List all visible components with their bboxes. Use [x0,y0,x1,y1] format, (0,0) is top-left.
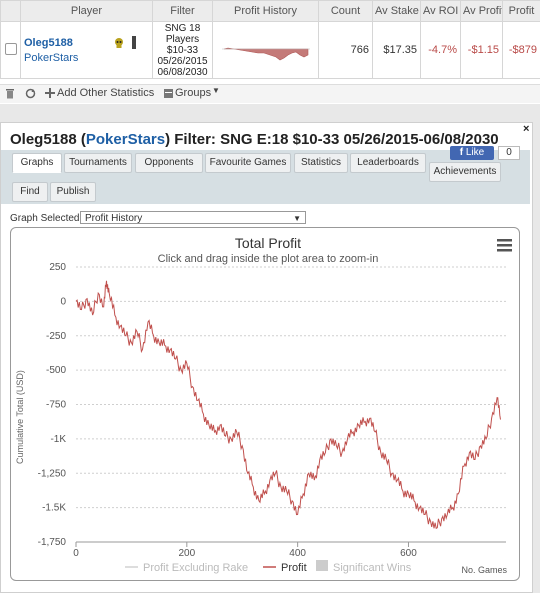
stats-table: Player Filter Profit History Count Av St… [0,0,540,79]
tab-tournaments[interactable]: Tournaments [64,153,132,173]
x-tick-label: 600 [400,548,417,559]
table-toolbar: Add Other Statistics Groups ▼ [0,84,540,103]
total-profit-chart[interactable]: Total Profit Click and drag inside the p… [10,227,518,579]
menu-icon[interactable] [497,239,512,252]
av-profit-cell: -$1.15 [461,22,503,79]
groups-button[interactable]: Groups [175,87,211,99]
x-axis-label: No. Games [461,565,507,575]
y-tick-label: -1K [50,434,66,445]
x-tick-label: 400 [289,548,306,559]
player-site-link[interactable]: PokerStars [24,52,149,64]
y-tick-label: -1,750 [38,537,67,548]
legend-swatch-significant-wins [316,560,328,571]
player-cell: Oleg5188 PokerStars [21,22,153,79]
header-player[interactable]: Player [21,1,153,22]
filter-line: $10-33 [156,45,209,56]
profit-cell: -$879 [503,22,540,79]
legend-item-excluding-rake[interactable]: Profit Excluding Rake [143,562,248,574]
chevron-down-icon[interactable]: ▼ [212,86,220,95]
player-skull-icon [113,37,125,49]
like-count: 0 [498,146,520,160]
header-count[interactable]: Count [319,1,373,22]
header-av-stake[interactable]: Av Stake [373,1,421,22]
x-tick-label: 0 [73,548,79,559]
tab-statistics[interactable]: Statistics [294,153,348,173]
chevron-down-icon: ▼ [293,212,301,225]
graph-selected-label: Graph Selected: [10,213,82,224]
filter-line: 05/26/2015 [156,56,209,67]
header-profit-history[interactable]: Profit History [213,1,319,22]
like-label: Like [466,147,484,158]
tab-publish[interactable]: Publish [50,182,96,202]
add-other-statistics-button[interactable]: Add Other Statistics [57,87,154,99]
x-tick-label: 200 [178,548,195,559]
tab-find[interactable]: Find [12,182,48,202]
table-header-row: Player Filter Profit History Count Av St… [1,1,540,22]
table-row: Oleg5188 PokerStars SNG 18 Players $10-3… [1,22,540,79]
y-tick-label: -1,250 [38,468,67,479]
header-av-roi[interactable]: Av ROI [421,1,461,22]
profit-history-sparkline[interactable] [216,35,316,65]
graph-select-value: Profit History [85,213,142,224]
filter-line: SNG 18 [156,23,209,34]
panel-title: Oleg5188 (PokerStars) Filter: SNG E:18 $… [10,131,499,148]
filter-line: Players [156,34,209,45]
close-icon[interactable]: × [523,123,529,135]
legend-item-profit[interactable]: Profit [281,562,307,574]
player-name-link[interactable]: Oleg5188 [24,37,149,49]
y-tick-label: -750 [46,400,66,411]
groups-icon [164,89,173,98]
tab-favourite-games[interactable]: Favourite Games [205,153,291,173]
profit-history-cell [213,22,319,79]
header-profit[interactable]: Profit [503,1,540,22]
tab-opponents[interactable]: Opponents [135,153,203,173]
y-tick-label: 0 [60,296,66,307]
chart-title: Total Profit [235,235,301,251]
graph-select-dropdown[interactable]: Profit History ▼ [80,211,306,224]
y-axis-label: Cumulative Total (USD) [15,370,25,464]
tab-achievements[interactable]: Achievements [429,162,501,182]
panel-title-site-link[interactable]: PokerStars [86,131,165,148]
y-tick-label: -1.5K [42,503,66,514]
av-roi-cell: -4.7% [421,22,461,79]
filter-line: 06/08/2030 [156,67,209,78]
tab-graphs[interactable]: Graphs [12,153,62,173]
legend-item-significant-wins[interactable]: Significant Wins [333,562,412,574]
player-bar-icon [132,36,136,49]
panel-title-filter: ) Filter: SNG E:18 $10-33 05/26/2015-06/… [165,131,499,148]
refresh-icon[interactable] [25,88,36,99]
tab-leaderboards[interactable]: Leaderboards [350,153,426,173]
y-tick-label: -500 [46,365,66,376]
panel-title-name: Oleg5188 ( [10,131,86,148]
header-av-profit[interactable]: Av Profit [461,1,503,22]
select-all-header[interactable] [1,1,21,22]
count-cell: 766 [319,22,373,79]
add-icon[interactable] [45,88,55,98]
chart-legend: Profit Excluding Rake Profit Significant… [125,560,412,574]
y-tick-label: 250 [49,262,66,273]
av-stake-cell: $17.35 [373,22,421,79]
chart-subtitle: Click and drag inside the plot area to z… [158,253,379,265]
row-checkbox[interactable] [5,43,17,55]
filter-cell: SNG 18 Players $10-33 05/26/2015 06/08/2… [153,22,213,79]
trash-icon[interactable] [5,88,15,99]
header-filter[interactable]: Filter [153,1,213,22]
facebook-like-button[interactable]: f Like [450,146,494,160]
y-tick-label: -250 [46,331,66,342]
